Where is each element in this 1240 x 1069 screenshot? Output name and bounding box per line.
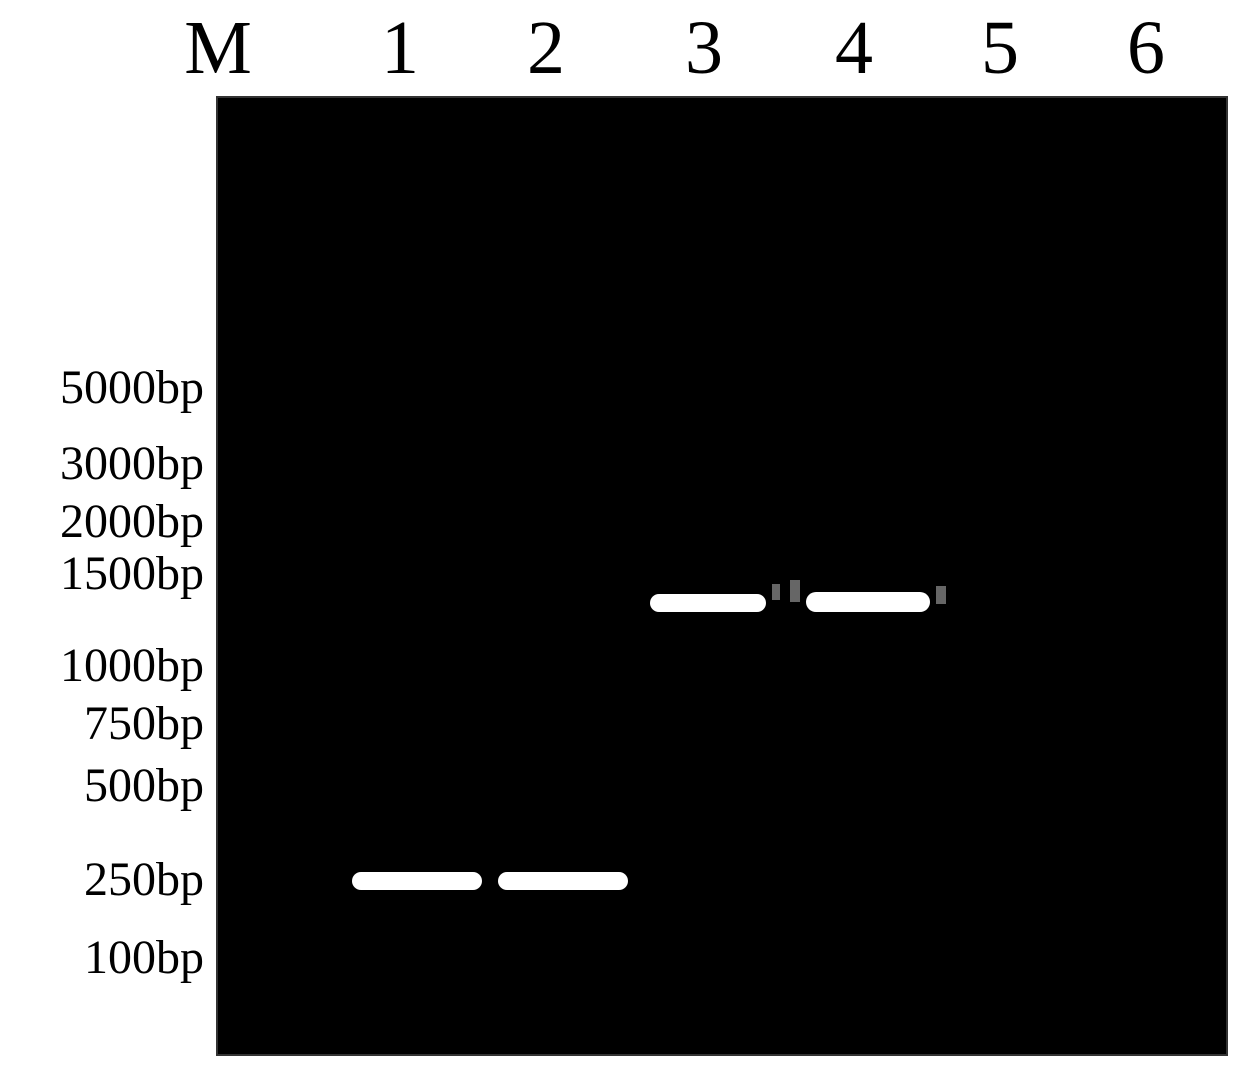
band-faint-1 [772, 584, 780, 600]
bp-label-1500: 1500bp [60, 546, 204, 601]
lane-label-2: 2 [527, 5, 565, 92]
band-lane4 [806, 592, 930, 612]
lane-label-4: 4 [835, 5, 873, 92]
band-lane1 [352, 872, 482, 890]
bp-label-750: 750bp [84, 696, 204, 751]
lane-labels-row: M 1 2 3 4 5 6 [0, 0, 1240, 96]
band-faint-3 [936, 586, 946, 604]
lane-label-marker: M [184, 5, 252, 92]
bp-label-1000: 1000bp [60, 638, 204, 693]
lane-label-6: 6 [1127, 5, 1165, 92]
lane-label-5: 5 [981, 5, 1019, 92]
bp-label-3000: 3000bp [60, 436, 204, 491]
band-lane3 [650, 594, 766, 612]
lane-label-3: 3 [685, 5, 723, 92]
lane-label-1: 1 [381, 5, 419, 92]
band-lane2 [498, 872, 628, 890]
bp-label-500: 500bp [84, 758, 204, 813]
bp-labels-column: 5000bp 3000bp 2000bp 1500bp 1000bp 750bp… [0, 96, 216, 1056]
bp-label-100: 100bp [84, 930, 204, 985]
bp-label-250: 250bp [84, 852, 204, 907]
bp-label-2000: 2000bp [60, 494, 204, 549]
gel-image [216, 96, 1228, 1056]
band-faint-2 [790, 580, 800, 602]
bp-label-5000: 5000bp [60, 360, 204, 415]
